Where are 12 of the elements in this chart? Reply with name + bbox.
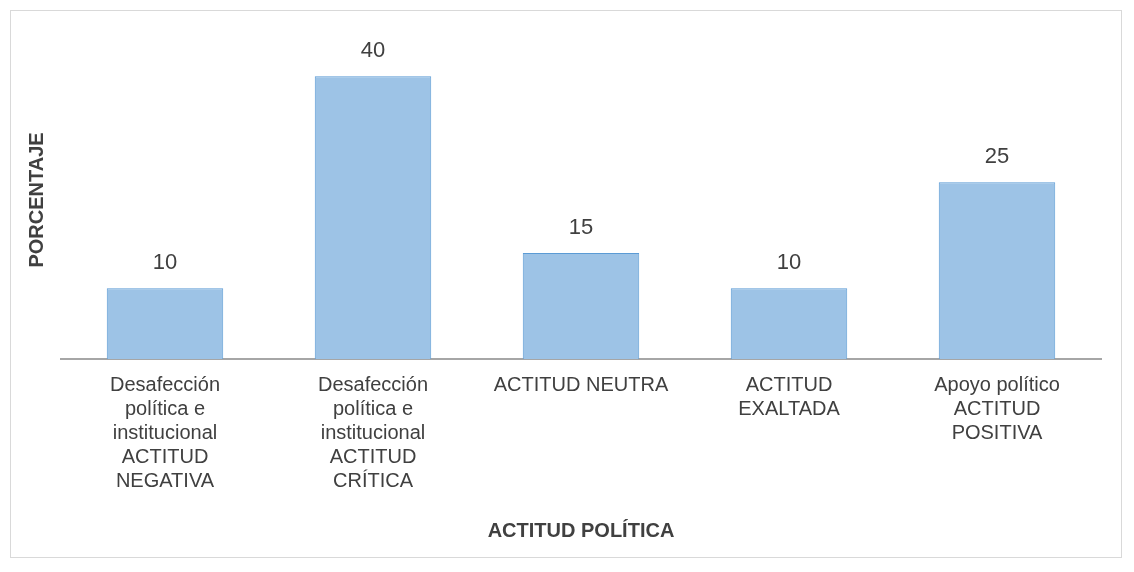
- x-tick-label: Desafección política e institucional ACTITUD NEGATIVA: [109, 372, 221, 491]
- y-axis-title: PORCENTAJE: [24, 132, 47, 268]
- x-tick-label: Apoyo político ACTITUD POSITIVA: [934, 372, 1060, 443]
- data-label: 10: [776, 249, 802, 275]
- x-tick-label: ACTITUD EXALTADA: [738, 372, 841, 419]
- x-tick-label: Desafección política e institucional ACTITUD CRÍTICA: [317, 372, 429, 491]
- data-label: 40: [360, 37, 386, 63]
- data-label: 25: [984, 143, 1010, 169]
- x-axis-title: ACTITUD POLÍTICA: [487, 518, 675, 541]
- x-tick-label: ACTITUD NEUTRA: [493, 372, 669, 395]
- data-label: 15: [568, 214, 594, 240]
- data-label: 10: [152, 249, 178, 275]
